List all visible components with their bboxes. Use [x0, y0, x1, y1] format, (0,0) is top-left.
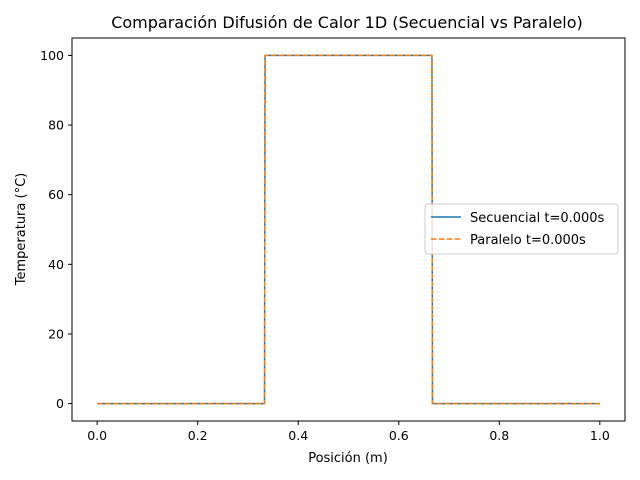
y-tick-label: 20 — [48, 326, 64, 341]
y-tick-label: 100 — [40, 48, 64, 63]
legend-box — [424, 203, 619, 255]
x-axis-ticks: 0.0 0.2 0.4 0.6 0.8 1.0 — [87, 421, 610, 443]
y-tick-label: 40 — [48, 257, 64, 272]
x-tick-label: 0.2 — [188, 428, 208, 443]
x-tick-label: 0.4 — [288, 428, 308, 443]
plot-frame — [71, 37, 626, 422]
x-tick-label: 0.0 — [87, 428, 107, 443]
chart-title: Comparación Difusión de Calor 1D (Secuen… — [111, 13, 583, 32]
x-axis-label: Posición (m) — [308, 451, 388, 466]
x-tick-label: 0.6 — [389, 428, 409, 443]
legend-label-paralelo: Paralelo t=0.000s — [470, 233, 586, 248]
legend-label-secuencial: Secuencial t=0.000s — [470, 211, 605, 226]
y-tick-label: 60 — [48, 187, 64, 202]
series-line-paralelo — [97, 54, 600, 405]
y-axis-ticks: 0 20 40 60 80 100 — [40, 48, 72, 411]
x-tick-label: 1.0 — [590, 428, 610, 443]
y-tick-label: 80 — [48, 118, 64, 133]
legend: Secuencial t=0.000s Paralelo t=0.000s — [424, 203, 619, 255]
y-axis-label: Temperatura (°C) — [14, 173, 29, 286]
series-layer — [97, 54, 600, 405]
x-tick-label: 0.8 — [489, 428, 509, 443]
y-tick-label: 0 — [56, 396, 64, 411]
